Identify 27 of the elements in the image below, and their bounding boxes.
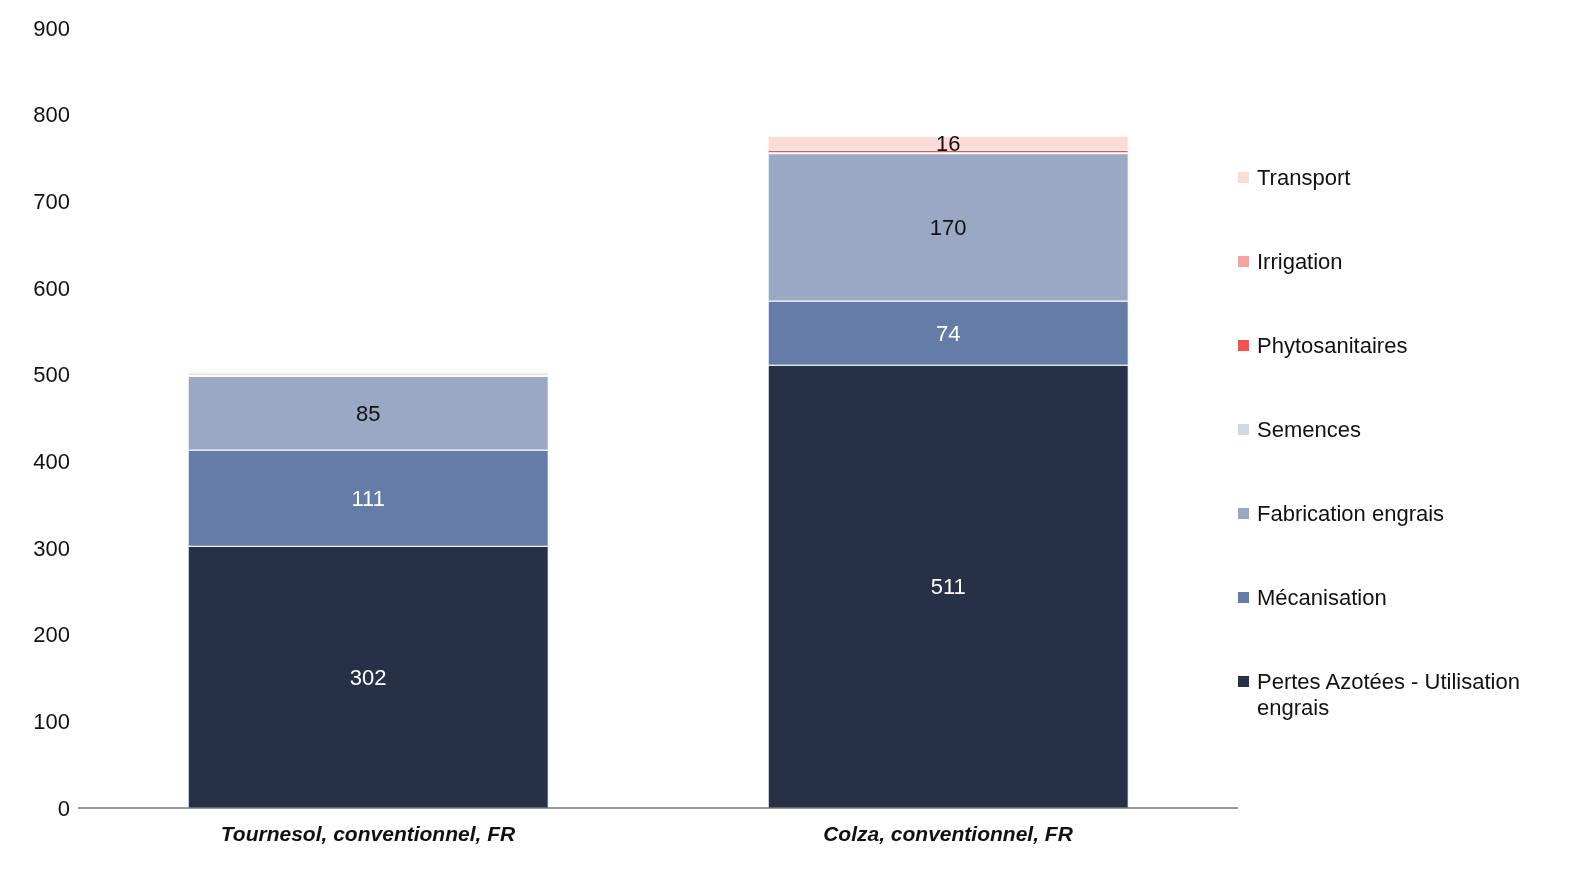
legend-label: Pertes Azotées - Utilisation engrais: [1257, 669, 1521, 721]
y-tick-label: 900: [33, 15, 70, 41]
y-tick-label: 600: [33, 275, 70, 301]
x-tick-label: Tournesol, conventionnel, FR: [220, 821, 517, 845]
legend-label: Transport: [1257, 165, 1351, 191]
y-tick-label: 300: [33, 535, 70, 561]
y-tick-label: 0: [57, 795, 70, 821]
bar: [767, 135, 1129, 151]
legend-label: Irrigation: [1257, 249, 1343, 275]
y-tick-label: 500: [33, 362, 70, 388]
data-label: 74: [935, 320, 961, 346]
data-label: 170: [929, 215, 967, 241]
y-tick-label: 200: [33, 622, 70, 648]
y-tick-label: 700: [33, 189, 70, 215]
legend-label: Fabrication engrais: [1257, 501, 1445, 527]
legend-label: Phytosanitaires: [1257, 333, 1408, 359]
x-tick-label: Colza, conventionnel, FR: [823, 821, 1074, 845]
data-label: 16: [935, 130, 961, 156]
y-tick-label: 100: [33, 709, 70, 735]
y-tick-label: 400: [33, 449, 70, 475]
legend-label: Semences: [1257, 417, 1361, 443]
legend-label: Mécanisation: [1257, 585, 1387, 611]
data-label: 85: [355, 400, 381, 426]
y-tick-label: 800: [33, 102, 70, 128]
data-label: 111: [351, 485, 385, 511]
data-label: 302: [349, 664, 387, 690]
data-label: 511: [930, 574, 966, 600]
